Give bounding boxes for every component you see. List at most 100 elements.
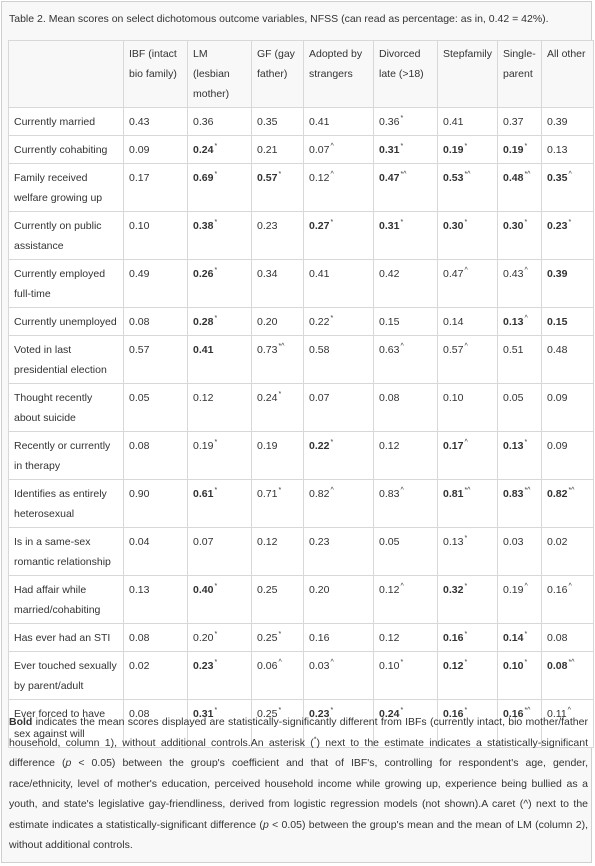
cell-value: 0.14: [443, 316, 464, 328]
footnote-text-2: ) next to the estimate indicates a stati…: [9, 736, 588, 770]
cell-value: 0.07: [193, 536, 214, 548]
table-cell: 0.23*: [541, 211, 594, 260]
table-cell: 0.43^: [497, 259, 542, 308]
row-label: Recently or currently in therapy: [8, 431, 124, 480]
table-row: Thought recently about suicide 0.05 0.12 0.…: [8, 383, 594, 432]
significance-marker: *: [214, 582, 218, 590]
cell-value: 0.19: [503, 584, 524, 596]
table-cell: 0.69*: [187, 163, 252, 212]
significance-marker: *: [330, 438, 334, 446]
table-cell: 0.19*: [437, 135, 498, 164]
table-cell: 0.41: [303, 107, 374, 136]
table-cell: 0.35: [251, 107, 304, 136]
cell-value: 0.81: [443, 488, 464, 500]
significance-marker: *: [330, 218, 334, 226]
table-cell: 0.23*: [187, 651, 252, 700]
table-cell: 0.24*: [251, 383, 304, 432]
cell-value: 0.16: [309, 632, 330, 644]
footnote-p-symbol-2: p: [262, 818, 269, 831]
table-cell: 0.24*: [373, 699, 438, 748]
table-cell: 0.57: [123, 335, 188, 384]
significance-marker: ^: [330, 486, 334, 494]
table-cell: 0.37: [497, 107, 542, 136]
table-cell: 0.17^: [437, 431, 498, 480]
table-row: Had affair while married/cohabiting 0.13 0…: [8, 575, 594, 624]
cell-value: 0.25: [257, 708, 278, 720]
significance-marker: *^: [524, 170, 531, 178]
cell-value: 0.13: [503, 316, 524, 328]
cell-value: 0.40: [193, 584, 214, 596]
table-cell: 0.15: [373, 307, 438, 336]
cell-value: 0.57: [129, 344, 150, 356]
significance-marker: *: [568, 218, 572, 226]
cell-value: 0.02: [129, 660, 150, 672]
table-cell: 0.16: [303, 623, 374, 652]
cell-value: 0.39: [547, 268, 568, 280]
table-cell: 0.57^: [437, 335, 498, 384]
table-cell: 0.32*: [437, 575, 498, 624]
significance-marker: *^: [464, 486, 471, 494]
table-cell: 0.04: [123, 527, 188, 576]
table-cell: 0.14*: [497, 623, 542, 652]
cell-value: 0.39: [547, 116, 568, 128]
table-cell: 0.08: [541, 623, 594, 652]
table-cell: 0.25: [251, 575, 304, 624]
cell-value: 0.53: [443, 172, 464, 184]
significance-marker: *: [278, 630, 282, 638]
row-label: Had affair while married/cohabiting: [8, 575, 124, 624]
table-cell: 0.36: [187, 107, 252, 136]
row-label: Is in a same-sex romantic relationship: [8, 527, 124, 576]
table-cell: 0.31*: [187, 699, 252, 748]
significance-marker: *^: [400, 170, 407, 178]
significance-marker: *^: [524, 486, 531, 494]
table-cell: 0.30*: [497, 211, 542, 260]
table-cell: 0.08: [123, 431, 188, 480]
table-cell: 0.05: [497, 383, 542, 432]
table-cell: 0.47^: [437, 259, 498, 308]
table-cell: 0.12: [373, 431, 438, 480]
cell-value: 0.07: [309, 144, 330, 156]
cell-value: 0.08: [129, 632, 150, 644]
cell-value: 0.12: [379, 440, 400, 452]
table-cell: 0.19*: [187, 431, 252, 480]
table-row: Ever forced to have sex against will 0.08…: [8, 699, 594, 748]
significance-marker: *: [464, 142, 468, 150]
table-cell: 0.48*^: [497, 163, 542, 212]
table-cell: 0.08: [123, 699, 188, 748]
cell-value: 0.21: [257, 144, 278, 156]
cell-value: 0.35: [547, 172, 568, 184]
significance-marker: *: [214, 486, 218, 494]
table-cell: 0.13*: [497, 431, 542, 480]
significance-marker: *: [214, 142, 218, 150]
table-row: Currently married 0.43 0.36 0.35 0.41 0.36* 0.…: [8, 107, 594, 136]
cell-value: 0.11: [547, 708, 567, 720]
header-cell-blank: [8, 40, 124, 108]
significance-marker: *: [278, 390, 282, 398]
column-header: IBF (intact bio family): [123, 40, 188, 108]
table-cell: 0.71*: [251, 479, 304, 528]
significance-marker: ^: [464, 438, 468, 446]
table-cell: 0.12^: [373, 575, 438, 624]
cell-value: 0.38: [193, 220, 214, 232]
cell-value: 0.19: [443, 144, 464, 156]
table-cell: 0.13: [123, 575, 188, 624]
cell-value: 0.31: [379, 220, 400, 232]
table-cell: 0.27*: [303, 211, 374, 260]
table-cell: 0.09: [541, 431, 594, 480]
row-label: Voted in last presidential election: [8, 335, 124, 384]
table-cell: 0.58: [303, 335, 374, 384]
cell-value: 0.36: [193, 116, 214, 128]
table-footnote: Bold indicates the mean scores displayed…: [9, 712, 588, 856]
cell-value: 0.22: [309, 316, 330, 328]
footnote-text-1: indicates the mean scores displayed are …: [9, 716, 588, 749]
table-cell: 0.48: [541, 335, 594, 384]
table-cell: 0.19: [251, 431, 304, 480]
table-cell: 0.31*: [373, 135, 438, 164]
significance-marker: *: [278, 706, 282, 714]
cell-value: 0.22: [309, 440, 330, 452]
table-cell: 0.41: [437, 107, 498, 136]
cell-value: 0.16: [503, 708, 524, 720]
table-cell: 0.19*: [497, 135, 542, 164]
significance-marker: *^: [278, 342, 285, 350]
cell-value: 0.30: [503, 220, 524, 232]
